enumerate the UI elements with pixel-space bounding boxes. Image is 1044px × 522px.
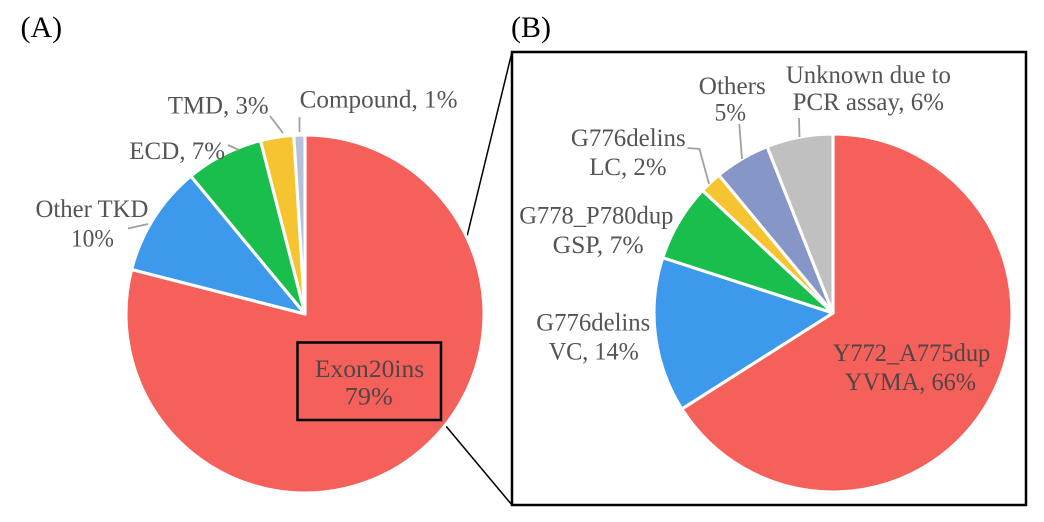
svg-text:Compound, 1%: Compound, 1% (300, 87, 458, 114)
svg-text:10%: 10% (71, 226, 114, 253)
svg-text:(A): (A) (21, 11, 63, 44)
svg-text:(B): (B) (511, 11, 551, 44)
svg-text:TMD, 3%: TMD, 3% (168, 92, 269, 119)
svg-text:YVMA, 66%: YVMA, 66% (845, 369, 976, 396)
svg-text:LC, 2%: LC, 2% (589, 154, 666, 181)
svg-text:ECD, 7%: ECD, 7% (129, 138, 225, 165)
svg-text:G776delins: G776delins (571, 125, 686, 152)
svg-text:79%: 79% (345, 384, 393, 411)
svg-text:Y772_A775dup: Y772_A775dup (833, 340, 991, 367)
svg-text:Exon20ins: Exon20ins (315, 356, 424, 383)
svg-text:PCR assay, 6%: PCR assay, 6% (793, 89, 944, 116)
svg-text:G776delins: G776delins (536, 310, 650, 337)
svg-text:GSP, 7%: GSP, 7% (553, 232, 644, 259)
svg-text:G778_P780dup: G778_P780dup (519, 203, 673, 230)
svg-text:Unknown due to: Unknown due to (786, 62, 951, 89)
svg-text:Other TKD: Other TKD (36, 196, 149, 223)
svg-text:5%: 5% (715, 100, 747, 127)
svg-text:VC, 14%: VC, 14% (549, 339, 639, 366)
svg-text:Others: Others (699, 73, 766, 100)
